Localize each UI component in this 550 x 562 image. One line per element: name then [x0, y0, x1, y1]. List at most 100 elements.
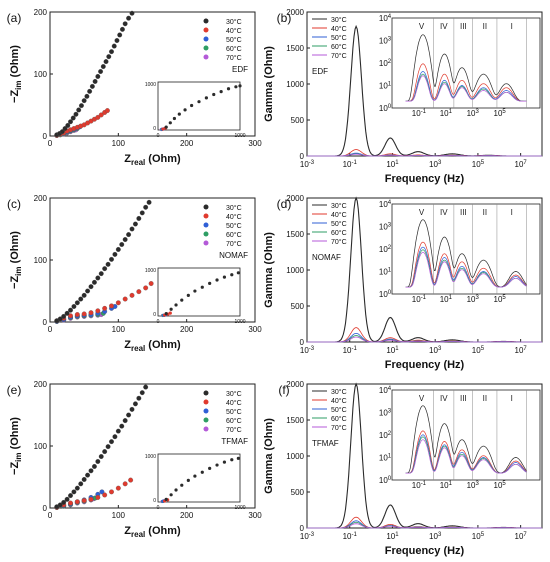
legend-label: 40°C — [226, 399, 242, 407]
inset-point-30°C — [164, 312, 168, 316]
y-tick-label: 0 — [300, 524, 305, 533]
data-point-40°C — [148, 281, 154, 287]
x-tick-label: 107 — [515, 346, 528, 355]
data-point-30°C — [68, 119, 73, 125]
inset-x-tick-label: 0 — [157, 133, 160, 139]
inset-point-30°C — [168, 121, 172, 125]
inset-frame — [391, 17, 541, 109]
inset-x-tick-label: 10-1 — [412, 295, 427, 304]
data-point-30°C — [136, 216, 142, 221]
data-point-30°C — [102, 266, 108, 272]
legend-label: 70°C — [331, 52, 347, 60]
data-point-40°C — [81, 498, 87, 504]
inset-point-30°C — [172, 116, 176, 121]
x-axis-label: Frequency (Hz) — [385, 359, 465, 371]
region-label: IV — [440, 22, 448, 31]
region-label: I — [511, 22, 513, 31]
data-point-40°C — [104, 108, 110, 114]
panel-label: (a) — [7, 11, 22, 25]
inset-y-tick-label: 104 — [379, 386, 392, 395]
data-point-30°C — [129, 226, 135, 232]
drt-panel-2: (f) 10-3 10-1 101 103 105 107 0 500 1000 1500 2000 F… — [263, 380, 543, 557]
x-tick-label: 101 — [386, 346, 399, 355]
inset-point-30°C — [230, 273, 234, 277]
data-point-30°C — [78, 296, 84, 302]
legend-marker — [203, 54, 209, 60]
inset-point-30°C — [164, 497, 168, 501]
data-point-30°C — [78, 103, 84, 109]
panel-label: (d) — [277, 197, 292, 211]
inset-line-40°C — [405, 430, 527, 474]
data-point-40°C — [128, 477, 134, 483]
region-label: III — [460, 22, 467, 31]
legend-marker — [203, 36, 209, 42]
legend-label: 50°C — [331, 406, 347, 414]
inset-y-tick-label: 103 — [379, 37, 392, 46]
drt-panel-0: (b) 10-3 10-1 101 103 105 107 0 500 1000 1500 2000 F… — [263, 8, 543, 185]
inset-point-30°C — [230, 458, 234, 462]
inset-point-30°C — [226, 87, 231, 91]
legend-marker — [203, 222, 209, 228]
panel-label: (b) — [277, 11, 292, 25]
sample-label: NOMAF — [219, 251, 248, 260]
drt-line-70°C — [307, 523, 542, 529]
data-point-40°C — [95, 495, 101, 500]
data-point-40°C — [81, 311, 87, 317]
legend-label: 50°C — [331, 34, 347, 42]
inset-y-tick-label: 100 — [379, 290, 392, 299]
x-axis-label: Zreal (Ohm) — [124, 339, 181, 353]
region-label: V — [419, 208, 425, 217]
region-label: III — [460, 208, 467, 217]
legend-label: 60°C — [226, 417, 242, 425]
data-point-30°C — [129, 406, 135, 412]
data-point-30°C — [139, 210, 145, 216]
x-tick-label: 200 — [180, 511, 194, 520]
inset-point-30°C — [219, 90, 223, 94]
inset-point-30°C — [190, 103, 194, 108]
inset-point-30°C — [180, 483, 184, 487]
inset-frame — [391, 389, 541, 481]
inset-y-tick-label: 104 — [379, 200, 392, 209]
data-point-40°C — [115, 300, 121, 306]
data-point-30°C — [146, 199, 152, 205]
inset-point-30°C — [186, 293, 190, 297]
y-tick-label: 0 — [43, 318, 48, 327]
data-point-30°C — [109, 49, 114, 55]
data-point-40°C — [88, 496, 94, 502]
data-point-30°C — [122, 21, 128, 27]
y-tick-label: 0 — [43, 132, 48, 141]
data-point-30°C — [95, 74, 101, 79]
y-axis-label: −Zim (Ohm) — [9, 231, 23, 289]
inset-y-tick-label: 104 — [379, 14, 392, 23]
data-point-40°C — [102, 305, 108, 311]
inset-x-tick-label: 0 — [157, 319, 160, 325]
inset-point-30°C — [174, 303, 178, 307]
data-point-30°C — [143, 384, 149, 390]
y-tick-label: 2000 — [286, 8, 304, 17]
data-point-30°C — [119, 242, 125, 247]
x-tick-label: 100 — [112, 325, 126, 334]
inset-x-tick-label: 1000 — [234, 133, 245, 139]
data-point-30°C — [81, 477, 87, 482]
x-tick-label: 103 — [429, 532, 442, 541]
legend-label: 70°C — [226, 426, 242, 434]
data-point-40°C — [95, 308, 101, 314]
panel-label: (c) — [7, 197, 21, 211]
inset-point-40°C — [161, 127, 165, 131]
sample-label: EDF — [232, 65, 248, 74]
inset-point-30°C — [236, 271, 240, 275]
region-label: IV — [440, 208, 448, 217]
inset-y-tick-label: 0 — [153, 498, 156, 504]
data-point-30°C — [64, 496, 70, 502]
data-point-40°C — [88, 310, 94, 316]
y-tick-label: 1000 — [286, 266, 304, 275]
x-tick-label: 105 — [472, 160, 485, 169]
inset-x-tick-label: 103 — [467, 481, 480, 490]
data-point-40°C — [109, 489, 114, 495]
data-point-30°C — [117, 32, 123, 38]
x-tick-label: 103 — [429, 346, 442, 355]
legend-marker — [203, 213, 209, 219]
legend-marker — [203, 426, 209, 432]
data-point-30°C — [98, 454, 104, 459]
